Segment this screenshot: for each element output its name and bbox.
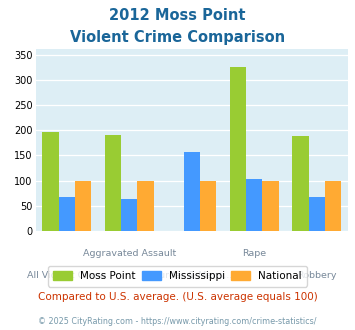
Bar bbox=[137, 181, 154, 231]
Text: Rape: Rape bbox=[242, 249, 266, 258]
Bar bbox=[42, 132, 59, 231]
Bar bbox=[292, 136, 308, 231]
Text: Compared to U.S. average. (U.S. average equals 100): Compared to U.S. average. (U.S. average … bbox=[38, 292, 317, 302]
Text: Aggravated Assault: Aggravated Assault bbox=[83, 249, 176, 258]
Bar bbox=[184, 152, 200, 231]
Bar bbox=[75, 181, 91, 231]
Bar bbox=[246, 179, 262, 231]
Text: Violent Crime Comparison: Violent Crime Comparison bbox=[70, 30, 285, 45]
Text: Murder & Mans...: Murder & Mans... bbox=[151, 271, 232, 280]
Bar bbox=[59, 197, 75, 231]
Text: 2012 Moss Point: 2012 Moss Point bbox=[109, 8, 246, 23]
Bar bbox=[200, 181, 216, 231]
Text: Robbery: Robbery bbox=[297, 271, 337, 280]
Bar bbox=[325, 181, 341, 231]
Bar bbox=[121, 199, 137, 231]
Bar bbox=[308, 197, 325, 231]
Bar bbox=[262, 181, 279, 231]
Bar bbox=[230, 67, 246, 231]
Text: All Violent Crime: All Violent Crime bbox=[27, 271, 106, 280]
Bar bbox=[105, 135, 121, 231]
Legend: Moss Point, Mississippi, National: Moss Point, Mississippi, National bbox=[48, 266, 307, 286]
Text: © 2025 CityRating.com - https://www.cityrating.com/crime-statistics/: © 2025 CityRating.com - https://www.city… bbox=[38, 317, 317, 326]
